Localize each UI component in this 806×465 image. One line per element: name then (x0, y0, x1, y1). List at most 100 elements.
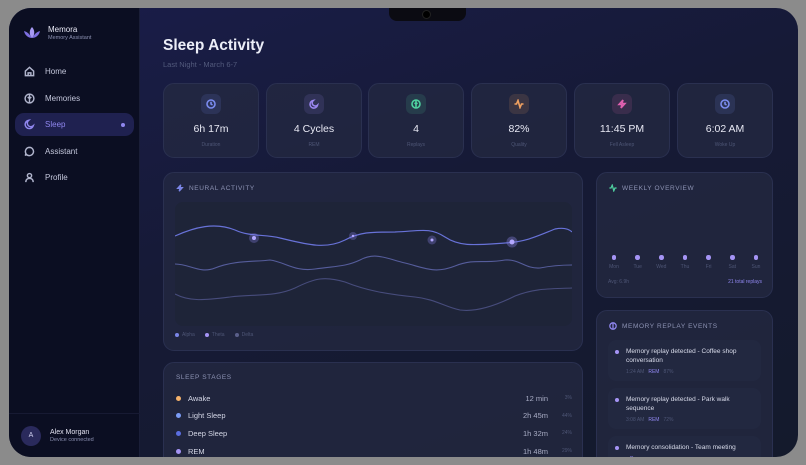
memory-replay-events-card: MEMORY REPLAY EVENTS Memory replay detec… (596, 310, 773, 457)
stat-value: 4 Cycles (293, 123, 335, 135)
event-title: Memory consolidation - Team meeting (626, 444, 736, 451)
replay-event[interactable]: Memory replay detected - Coffee shop con… (608, 340, 761, 381)
sleep-stages-card: SLEEP STAGES Awake 12 min 3% Light Sleep 2h … (163, 362, 583, 457)
sidebar-item-profile[interactable]: Profile (15, 166, 134, 189)
weekly-overview-card: WEEKLY OVERVIEW Mon Tue Wed Thu Fri Sat Sun Av… (596, 172, 773, 298)
sleep-stage-row: REM 1h 48m 29% (176, 445, 572, 457)
stat-label: Duration (201, 142, 221, 148)
sidebar-item-label: Home (45, 67, 67, 76)
replay-event[interactable]: Memory replay detected - Park walk seque… (608, 388, 761, 429)
stage-name: REM (188, 446, 205, 456)
app-name: Memora (48, 25, 78, 34)
user-profile[interactable]: A Alex Morgan Device connected (9, 413, 140, 457)
sleep-stages-title: SLEEP STAGES (176, 374, 232, 381)
weekly-day-mon[interactable]: Mon (605, 255, 623, 270)
camera-notch (389, 8, 466, 21)
weekly-day-thu[interactable]: Thu (676, 255, 694, 270)
stat-card-replays: 4 Replays (368, 83, 464, 158)
activity-icon (609, 184, 617, 192)
stat-icon-wrap (201, 94, 221, 114)
active-indicator (121, 122, 125, 127)
weekly-days: Mon Tue Wed Thu Fri Sat Sun (605, 255, 765, 270)
event-meta: Deep (626, 456, 754, 457)
app-screen: Memora Memory Assistant Home Memories Sl… (9, 8, 798, 457)
legend-theta: Theta (204, 332, 225, 338)
stat-value: 82% (508, 123, 530, 135)
brain-icon (609, 322, 617, 330)
sidebar-item-home[interactable]: Home (15, 60, 134, 83)
page-title: Sleep Activity (163, 37, 265, 54)
stat-icon-wrap (715, 94, 735, 114)
sidebar-item-label: Profile (45, 173, 68, 182)
stage-color-dot (176, 413, 181, 419)
moon-icon (24, 119, 35, 130)
stat-value: 11:45 PM (599, 123, 645, 135)
weekly-total-replays[interactable]: 21 total replays (728, 279, 762, 285)
replay-event[interactable]: Memory consolidation - Team meeting Deep (608, 436, 761, 457)
camera-icon (422, 10, 431, 19)
stage-percent: 3% (564, 395, 572, 401)
sidebar-item-label: Assistant (45, 146, 78, 156)
stage-duration: 1h 32m (522, 428, 548, 438)
stat-label: Fell Asleep (609, 142, 635, 148)
device-status: Device connected (50, 436, 94, 443)
stat-icon-wrap (612, 94, 632, 114)
brain-icon (24, 92, 35, 104)
lightning-icon (617, 99, 627, 109)
day-dot (706, 255, 711, 260)
day-dot (682, 255, 688, 260)
activity-icon (514, 99, 524, 109)
sidebar: Memora Memory Assistant Home Memories Sl… (9, 8, 140, 457)
stage-percent: 24% (561, 430, 572, 437)
neural-waveform-chart (174, 202, 573, 326)
sidebar-item-memories[interactable]: Memories (15, 87, 134, 110)
chat-icon (24, 146, 35, 156)
neural-activity-title: NEURAL ACTIVITY (176, 184, 255, 192)
stat-label: Quality (511, 142, 527, 148)
stat-icon-wrap (304, 94, 324, 114)
clock-icon (206, 99, 216, 109)
user-name: Alex Morgan (50, 428, 90, 436)
sidebar-nav: Home Memories Sleep Assistant Profile (15, 60, 134, 193)
stat-value: 6h 17m (193, 123, 229, 135)
stage-percent: 29% (561, 448, 572, 455)
memory-replay-title: MEMORY REPLAY EVENTS (609, 322, 718, 330)
brand: Memora Memory Assistant (23, 25, 91, 41)
weekly-day-sun[interactable]: Sun (747, 255, 765, 270)
weekly-day-tue[interactable]: Tue (629, 255, 647, 270)
user-icon (25, 172, 34, 183)
stat-card-duration: 6h 17m Duration (163, 83, 259, 158)
sidebar-item-label: Sleep (45, 120, 66, 129)
stage-duration: 12 min (525, 393, 548, 403)
page-subtitle: Last Night - March 6-7 (163, 60, 238, 69)
weekly-footer: Avg: 6.9h 21 total replays (608, 279, 762, 285)
weekly-day-fri[interactable]: Fri (700, 255, 718, 270)
sidebar-item-assistant[interactable]: Assistant (15, 140, 134, 163)
stat-value: 6:02 AM (705, 123, 745, 135)
replay-markers (249, 232, 518, 248)
stat-card-woke-up: 6:02 AM Woke Up (677, 83, 773, 158)
stat-icon-wrap (406, 94, 426, 114)
sidebar-item-label: Memories (45, 93, 81, 103)
stage-name: Awake (188, 393, 211, 403)
theta-wave (174, 255, 573, 271)
event-meta: 1:24 AM REM 87% (626, 369, 674, 375)
weekly-day-sat[interactable]: Sat (723, 255, 741, 270)
stat-label: Replays (406, 142, 426, 148)
weekly-day-wed[interactable]: Wed (652, 255, 670, 270)
event-stage-badge: Deep (630, 456, 642, 457)
avatar: A (21, 425, 41, 446)
event-dot (615, 446, 619, 450)
stat-value: 4 (413, 123, 419, 135)
lotus-logo-icon (24, 27, 40, 38)
event-title: Memory replay detected - Coffee shop con… (626, 348, 737, 364)
event-dot (615, 350, 619, 354)
day-dot (730, 255, 735, 260)
day-dot (611, 255, 617, 260)
app-subtitle: Memory Assistant (48, 35, 92, 41)
sleep-stage-row: Awake 12 min 3% (176, 392, 572, 404)
stage-name: Deep Sleep (188, 428, 228, 438)
brain-icon (411, 99, 421, 109)
stage-duration: 1h 48m (522, 446, 548, 456)
sidebar-item-sleep[interactable]: Sleep (15, 113, 134, 136)
